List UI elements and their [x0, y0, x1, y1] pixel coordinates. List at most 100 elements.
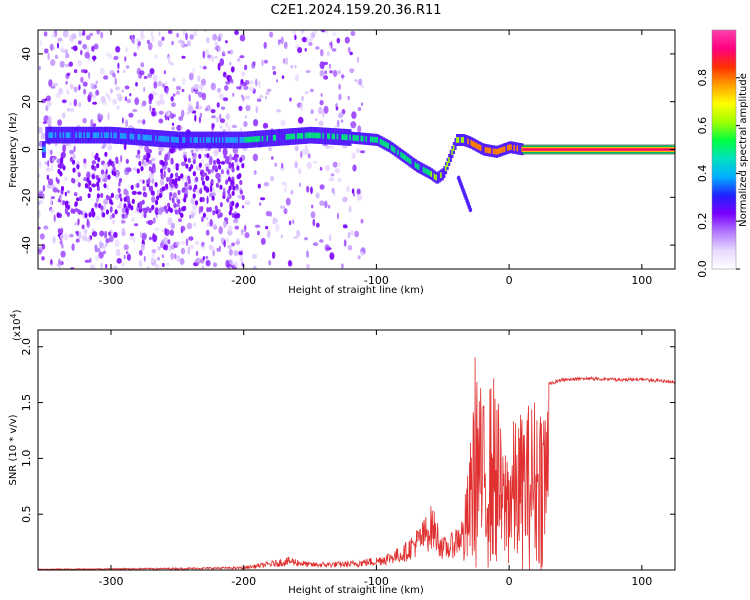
spectrogram-cell	[143, 75, 148, 80]
spectrogram-cell	[172, 93, 176, 97]
spectrogram-cell	[356, 56, 360, 64]
spectrogram-cell	[306, 185, 310, 193]
spectrogram-cell	[95, 216, 101, 221]
ridge-cell	[427, 169, 430, 176]
spectrogram-cell	[97, 113, 101, 120]
spectrogram-cell	[290, 189, 294, 195]
spectrogram-cell	[350, 121, 357, 129]
spectrogram-cell	[225, 158, 229, 164]
spectrogram-cell	[88, 257, 92, 263]
spectrogram-cell	[100, 67, 105, 75]
spectrogram-cell	[57, 168, 61, 174]
spectrogram-cell	[360, 218, 364, 224]
ridge-cell	[475, 142, 478, 149]
spectrogram-cell	[155, 199, 159, 206]
ridge-cell	[406, 156, 409, 163]
ridge-cell	[352, 134, 355, 141]
spectrogram-cell	[215, 182, 219, 188]
ridge-cell	[253, 136, 256, 142]
spectrogram-cell	[230, 179, 234, 185]
spectrogram-cell	[60, 156, 64, 163]
spectrogram-cell	[100, 114, 104, 121]
spectrogram-cell	[347, 231, 351, 239]
ridge-cell	[448, 157, 451, 163]
spectrogram-cell	[170, 157, 174, 163]
ridge-cell	[444, 165, 447, 171]
spectrogram-cell	[356, 188, 361, 196]
spectrogram-cell	[305, 264, 310, 269]
spectrogram-cell	[116, 205, 121, 209]
spectrogram-cell	[111, 162, 115, 168]
spectrogram-cell	[205, 259, 211, 267]
ridge-cell	[72, 126, 75, 144]
spectrogram-cell	[107, 144, 113, 151]
spectrogram-cell	[299, 182, 301, 187]
ridge-cell	[134, 128, 137, 146]
spectrogram-cell	[177, 199, 181, 205]
snr-xlabel: Height of straight line (km)	[288, 585, 424, 596]
spectrogram-cell	[130, 35, 134, 43]
spectrogram-cell	[310, 33, 313, 39]
ridge-cell	[518, 142, 521, 155]
spectrogram-cell	[233, 260, 238, 268]
spectrogram-cell	[57, 228, 61, 234]
spectrogram-cell	[350, 230, 354, 236]
spectrogram-cell	[238, 105, 243, 112]
spectrogram-cell	[298, 168, 302, 175]
spectrogram-cell	[288, 220, 292, 226]
spectrogram-cell	[107, 112, 110, 121]
spectrogram-cell	[329, 70, 333, 74]
spectrogram-cell	[59, 47, 64, 52]
spectrogram-cell	[210, 82, 216, 91]
spectrogram-cell	[123, 244, 129, 251]
ridge-cell	[252, 136, 255, 143]
spectrogram-cell	[195, 101, 200, 107]
spectrogram-cell	[165, 87, 169, 95]
spectrogram-cell	[104, 230, 108, 239]
spectrogram-cell	[132, 108, 138, 113]
spectrogram-cell	[112, 166, 116, 172]
spectrogram-cell	[69, 83, 74, 90]
spectrogram-cell	[265, 225, 269, 230]
ridge-cell	[295, 127, 298, 145]
spectrogram-cell	[205, 255, 209, 260]
spectrogram-cell	[134, 97, 140, 106]
spectrogram-cell	[176, 255, 181, 262]
spectrogram-cell	[38, 65, 41, 71]
spectrogram-cell	[62, 165, 66, 171]
spectrogram-cell	[178, 207, 181, 216]
ridge-cell	[182, 137, 185, 143]
ridge-cell	[215, 137, 218, 143]
ridge-cell	[365, 136, 368, 142]
spectrogram-cell	[157, 40, 163, 48]
spectrogram-cell	[74, 222, 79, 226]
ridge-cell	[120, 132, 122, 139]
spectrogram-cell	[205, 229, 210, 236]
spectrogram-cell	[245, 104, 251, 112]
spectrogram-cell	[260, 237, 266, 245]
spectrogram-cell	[199, 188, 203, 194]
spectrogram-cell	[122, 228, 125, 236]
spectrogram-cell	[228, 249, 233, 256]
snr-y-ticks: 0.5 1.0 1.5 2.0	[20, 338, 675, 523]
spectrogram-cell	[179, 258, 185, 265]
spectrogram-cell	[324, 200, 328, 209]
ridge-cell	[373, 136, 376, 143]
spectrogram-cell	[294, 161, 298, 169]
spectrogram-cell	[204, 49, 209, 56]
spectrogram-cell	[254, 224, 261, 228]
spectrogram-cell	[227, 225, 233, 232]
spectrogram-cell	[241, 194, 245, 201]
spectrogram-cell	[180, 241, 185, 245]
spectrogram-cell	[146, 206, 150, 211]
spectrogram-cell	[203, 185, 207, 191]
spectrogram-cell	[217, 46, 222, 52]
spectrogram-cell	[80, 49, 83, 56]
spectrogram-cell	[56, 263, 59, 267]
spectrogram-cell	[60, 227, 64, 234]
spectrogram-cell	[154, 182, 158, 188]
spectrogram-cell	[198, 116, 202, 124]
spectrogram-cell	[142, 119, 146, 125]
colorbar-tick-label: 0.8	[696, 69, 709, 87]
spectrogram-cell	[103, 75, 109, 80]
